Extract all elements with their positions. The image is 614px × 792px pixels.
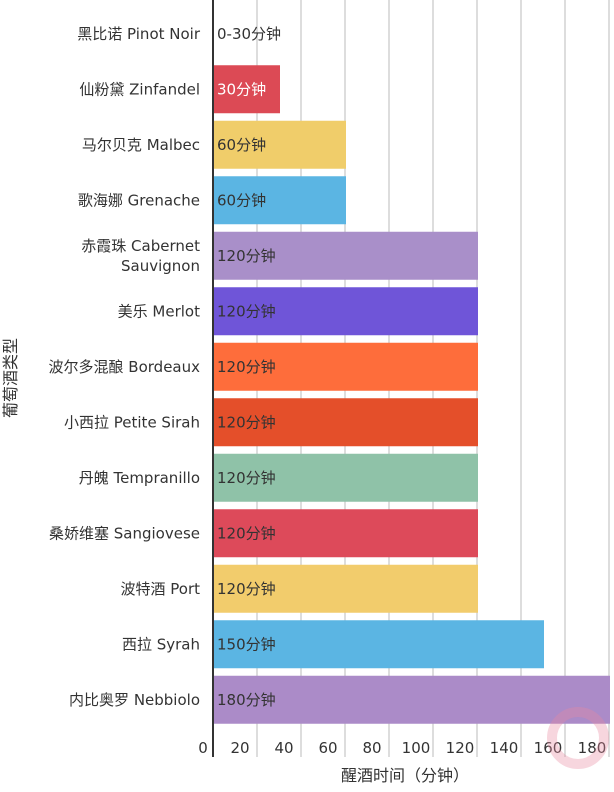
bar — [214, 509, 478, 558]
category-label: 西拉 Syrah — [122, 635, 200, 653]
data-label: 60分钟 — [217, 136, 266, 154]
bar — [214, 176, 346, 225]
data-label: 150分钟 — [217, 635, 276, 653]
category-label: 黑比诺 Pinot Noir — [77, 25, 201, 43]
data-label: 120分钟 — [217, 358, 276, 376]
bar — [214, 342, 478, 391]
data-label: 180分钟 — [217, 691, 276, 709]
category-label: Sauvignon — [121, 257, 200, 275]
data-label: 120分钟 — [217, 469, 276, 487]
bar — [214, 231, 478, 280]
data-label: 120分钟 — [217, 580, 276, 598]
category-label: 赤霞珠 Cabernet — [81, 237, 200, 255]
x-tick-label: 160 — [534, 739, 563, 757]
x-tick-label: 80 — [362, 739, 381, 757]
category-label: 波尔多混酿 Bordeaux — [49, 358, 201, 376]
category-label: 桑娇维塞 Sangiovese — [49, 524, 200, 542]
category-label: 丹魄 Tempranillo — [79, 469, 200, 487]
data-label: 120分钟 — [217, 524, 276, 542]
category-label: 波特酒 Port — [120, 580, 200, 598]
category-label: 内比奥罗 Nebbiolo — [69, 691, 200, 709]
bar — [214, 620, 544, 669]
x-tick-labels: 0 20 40 60 80 100 120 140 160 180 — [198, 739, 606, 757]
bar — [214, 287, 478, 336]
category-label: 歌海娜 Grenache — [78, 191, 200, 209]
data-label: 120分钟 — [217, 247, 276, 265]
category-label: 小西拉 Petite Sirah — [64, 413, 200, 431]
bar — [214, 564, 478, 613]
category-label: 美乐 Merlot — [118, 302, 200, 320]
data-label: 120分钟 — [217, 302, 276, 320]
x-tick-label: 120 — [446, 739, 475, 757]
data-label: 30分钟 — [217, 80, 266, 98]
bars: 0-30分钟 30分钟 60分钟 60分钟 120分钟 120分钟 120分钟 120分钟 12… — [214, 25, 610, 724]
category-labels: 黑比诺 Pinot Noir 仙粉黛 Zinfandel 马尔贝克 Malbec 歌海… — [49, 25, 201, 709]
watermark-logo — [547, 707, 609, 769]
bar — [214, 65, 280, 114]
category-label: 马尔贝克 Malbec — [82, 136, 200, 154]
bar — [214, 675, 610, 724]
x-tick-label: 100 — [402, 739, 431, 757]
data-label: 120分钟 — [217, 413, 276, 431]
x-axis-title: 醒酒时间（分钟） — [341, 766, 469, 785]
x-tick-label: 140 — [490, 739, 519, 757]
x-tick-label: 20 — [230, 739, 249, 757]
x-tick-label: 40 — [274, 739, 293, 757]
bar — [214, 120, 346, 169]
bar — [214, 398, 478, 447]
x-tick-label: 60 — [318, 739, 337, 757]
x-tick-label: 180 — [578, 739, 607, 757]
bar — [214, 453, 478, 502]
data-label: 0-30分钟 — [217, 25, 281, 43]
y-axis-title: 葡萄酒类型 — [1, 338, 20, 418]
category-label: 仙粉黛 Zinfandel — [79, 80, 200, 98]
data-label: 60分钟 — [217, 191, 266, 209]
x-tick-label: 0 — [198, 739, 208, 757]
